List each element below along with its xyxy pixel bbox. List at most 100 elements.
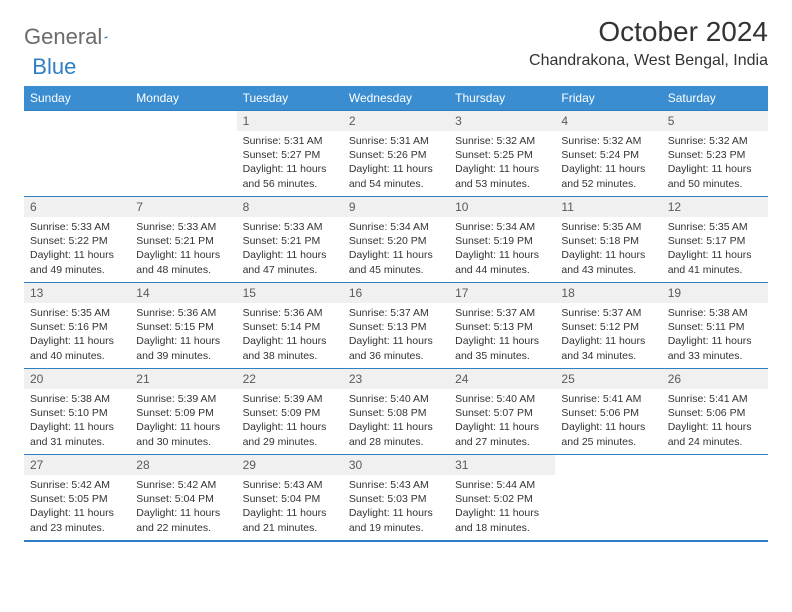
calendar-day: 22Sunrise: 5:39 AMSunset: 5:09 PMDayligh… [237, 369, 343, 455]
day-number: 22 [237, 369, 343, 389]
day-number: 25 [555, 369, 661, 389]
sunrise-text: Sunrise: 5:33 AM [136, 220, 230, 234]
weekday-header: Thursday [449, 86, 555, 111]
day-info: Sunrise: 5:32 AMSunset: 5:24 PMDaylight:… [555, 131, 661, 195]
weekday-row: SundayMondayTuesdayWednesdayThursdayFrid… [24, 86, 768, 111]
day-number: 30 [343, 455, 449, 475]
calendar-week: 6Sunrise: 5:33 AMSunset: 5:22 PMDaylight… [24, 197, 768, 283]
day-info: Sunrise: 5:41 AMSunset: 5:06 PMDaylight:… [662, 389, 768, 453]
day-info: Sunrise: 5:43 AMSunset: 5:03 PMDaylight:… [343, 475, 449, 539]
day-number: 11 [555, 197, 661, 217]
day-number: 31 [449, 455, 555, 475]
sunrise-text: Sunrise: 5:35 AM [561, 220, 655, 234]
day-number: 6 [24, 197, 130, 217]
sunset-text: Sunset: 5:09 PM [243, 406, 337, 420]
day-info: Sunrise: 5:31 AMSunset: 5:26 PMDaylight:… [343, 131, 449, 195]
daylight-text: Daylight: 11 hours and 31 minutes. [30, 420, 124, 448]
day-info: Sunrise: 5:33 AMSunset: 5:21 PMDaylight:… [237, 217, 343, 281]
sunset-text: Sunset: 5:06 PM [561, 406, 655, 420]
calendar-day: 13Sunrise: 5:35 AMSunset: 5:16 PMDayligh… [24, 283, 130, 369]
sunrise-text: Sunrise: 5:35 AM [668, 220, 762, 234]
daylight-text: Daylight: 11 hours and 39 minutes. [136, 334, 230, 362]
day-number: 27 [24, 455, 130, 475]
day-info: Sunrise: 5:35 AMSunset: 5:18 PMDaylight:… [555, 217, 661, 281]
sunset-text: Sunset: 5:12 PM [561, 320, 655, 334]
calendar-table: SundayMondayTuesdayWednesdayThursdayFrid… [24, 86, 768, 542]
sunset-text: Sunset: 5:21 PM [243, 234, 337, 248]
calendar-day: 4Sunrise: 5:32 AMSunset: 5:24 PMDaylight… [555, 111, 661, 197]
weekday-header: Friday [555, 86, 661, 111]
daylight-text: Daylight: 11 hours and 18 minutes. [455, 506, 549, 534]
sunrise-text: Sunrise: 5:37 AM [455, 306, 549, 320]
day-number: 3 [449, 111, 555, 131]
weekday-header: Wednesday [343, 86, 449, 111]
calendar-day-empty [555, 455, 661, 541]
calendar-day: 3Sunrise: 5:32 AMSunset: 5:25 PMDaylight… [449, 111, 555, 197]
logo-text-blue: Blue [32, 54, 76, 80]
calendar-day: 17Sunrise: 5:37 AMSunset: 5:13 PMDayligh… [449, 283, 555, 369]
day-number: 29 [237, 455, 343, 475]
sunrise-text: Sunrise: 5:43 AM [349, 478, 443, 492]
day-info: Sunrise: 5:36 AMSunset: 5:15 PMDaylight:… [130, 303, 236, 367]
sunset-text: Sunset: 5:09 PM [136, 406, 230, 420]
day-info: Sunrise: 5:40 AMSunset: 5:07 PMDaylight:… [449, 389, 555, 453]
sunset-text: Sunset: 5:11 PM [668, 320, 762, 334]
sunset-text: Sunset: 5:16 PM [30, 320, 124, 334]
title-block: October 2024 Chandrakona, West Bengal, I… [529, 16, 768, 70]
day-number: 14 [130, 283, 236, 303]
day-info: Sunrise: 5:42 AMSunset: 5:05 PMDaylight:… [24, 475, 130, 539]
sunset-text: Sunset: 5:20 PM [349, 234, 443, 248]
sunrise-text: Sunrise: 5:39 AM [136, 392, 230, 406]
day-info: Sunrise: 5:32 AMSunset: 5:23 PMDaylight:… [662, 131, 768, 195]
calendar-week: 1Sunrise: 5:31 AMSunset: 5:27 PMDaylight… [24, 111, 768, 197]
sunrise-text: Sunrise: 5:33 AM [243, 220, 337, 234]
day-info: Sunrise: 5:35 AMSunset: 5:17 PMDaylight:… [662, 217, 768, 281]
sunset-text: Sunset: 5:17 PM [668, 234, 762, 248]
day-info: Sunrise: 5:40 AMSunset: 5:08 PMDaylight:… [343, 389, 449, 453]
calendar-day: 27Sunrise: 5:42 AMSunset: 5:05 PMDayligh… [24, 455, 130, 541]
logo-text-general: General [24, 24, 102, 50]
day-number: 10 [449, 197, 555, 217]
day-number: 12 [662, 197, 768, 217]
calendar-day-empty [24, 111, 130, 197]
daylight-text: Daylight: 11 hours and 52 minutes. [561, 162, 655, 190]
sunrise-text: Sunrise: 5:32 AM [455, 134, 549, 148]
weekday-header: Sunday [24, 86, 130, 111]
sunset-text: Sunset: 5:26 PM [349, 148, 443, 162]
sunset-text: Sunset: 5:13 PM [349, 320, 443, 334]
page-title: October 2024 [529, 16, 768, 48]
sunrise-text: Sunrise: 5:31 AM [349, 134, 443, 148]
daylight-text: Daylight: 11 hours and 43 minutes. [561, 248, 655, 276]
daylight-text: Daylight: 11 hours and 24 minutes. [668, 420, 762, 448]
daylight-text: Daylight: 11 hours and 47 minutes. [243, 248, 337, 276]
day-number: 18 [555, 283, 661, 303]
daylight-text: Daylight: 11 hours and 30 minutes. [136, 420, 230, 448]
sunset-text: Sunset: 5:10 PM [30, 406, 124, 420]
calendar-day: 19Sunrise: 5:38 AMSunset: 5:11 PMDayligh… [662, 283, 768, 369]
calendar-week: 20Sunrise: 5:38 AMSunset: 5:10 PMDayligh… [24, 369, 768, 455]
sunrise-text: Sunrise: 5:38 AM [30, 392, 124, 406]
weekday-header: Tuesday [237, 86, 343, 111]
calendar-day: 7Sunrise: 5:33 AMSunset: 5:21 PMDaylight… [130, 197, 236, 283]
daylight-text: Daylight: 11 hours and 38 minutes. [243, 334, 337, 362]
sunrise-text: Sunrise: 5:36 AM [243, 306, 337, 320]
sunrise-text: Sunrise: 5:41 AM [561, 392, 655, 406]
day-info: Sunrise: 5:37 AMSunset: 5:13 PMDaylight:… [449, 303, 555, 367]
day-info: Sunrise: 5:33 AMSunset: 5:21 PMDaylight:… [130, 217, 236, 281]
calendar-day: 2Sunrise: 5:31 AMSunset: 5:26 PMDaylight… [343, 111, 449, 197]
day-number: 17 [449, 283, 555, 303]
sunrise-text: Sunrise: 5:34 AM [455, 220, 549, 234]
calendar-day: 30Sunrise: 5:43 AMSunset: 5:03 PMDayligh… [343, 455, 449, 541]
logo: General [24, 24, 126, 50]
daylight-text: Daylight: 11 hours and 41 minutes. [668, 248, 762, 276]
weekday-header: Saturday [662, 86, 768, 111]
daylight-text: Daylight: 11 hours and 53 minutes. [455, 162, 549, 190]
day-info: Sunrise: 5:42 AMSunset: 5:04 PMDaylight:… [130, 475, 236, 539]
calendar-page: General October 2024 Chandrakona, West B… [0, 0, 792, 558]
daylight-text: Daylight: 11 hours and 21 minutes. [243, 506, 337, 534]
day-info: Sunrise: 5:44 AMSunset: 5:02 PMDaylight:… [449, 475, 555, 539]
daylight-text: Daylight: 11 hours and 33 minutes. [668, 334, 762, 362]
calendar-day: 28Sunrise: 5:42 AMSunset: 5:04 PMDayligh… [130, 455, 236, 541]
sunset-text: Sunset: 5:06 PM [668, 406, 762, 420]
sunrise-text: Sunrise: 5:42 AM [30, 478, 124, 492]
